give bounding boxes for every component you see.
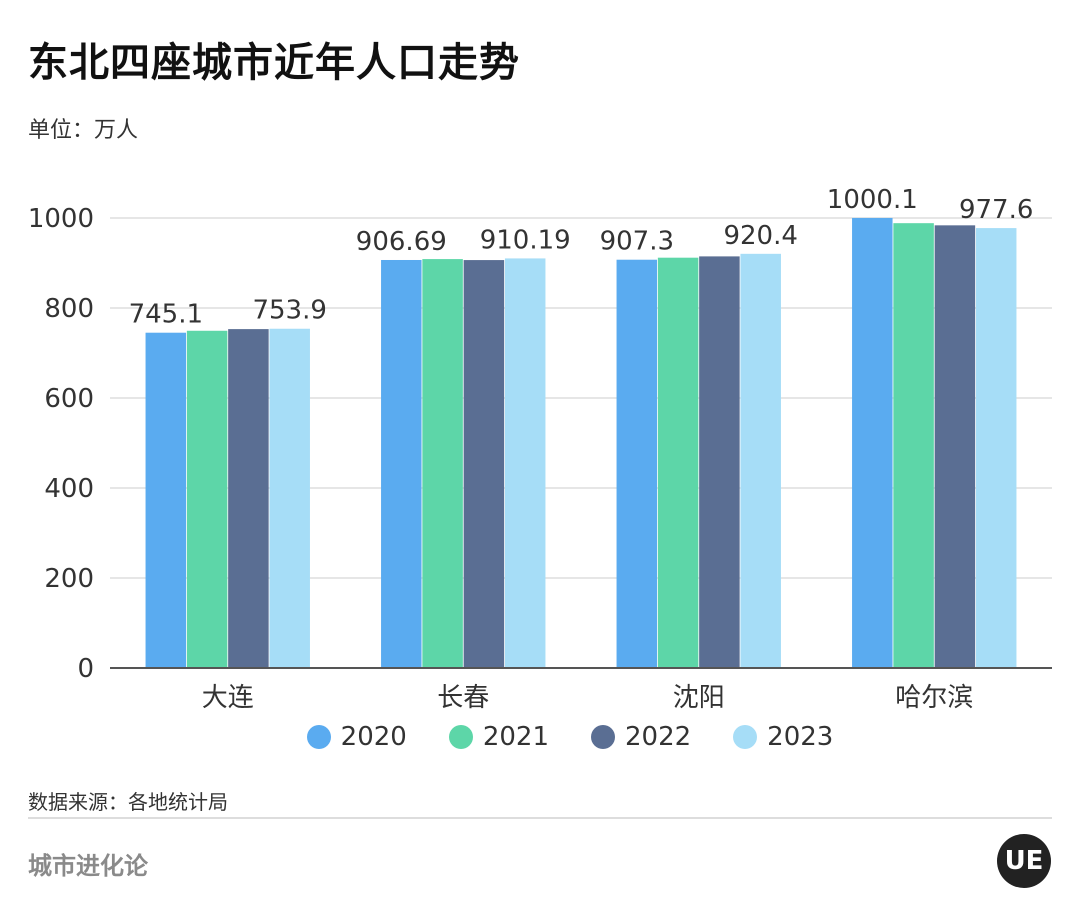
data-label: 910.19 — [480, 225, 571, 255]
chart-title: 东北四座城市近年人口走势 — [28, 40, 520, 86]
bar — [504, 258, 546, 668]
bar — [975, 228, 1017, 668]
y-tick-label: 1000 — [28, 204, 94, 234]
legend-swatch — [591, 725, 615, 749]
unit-label: 单位：万人 — [28, 118, 139, 143]
bar — [228, 329, 269, 668]
y-tick-label: 600 — [44, 384, 94, 414]
legend-label: 2020 — [340, 722, 407, 752]
legend-item: 2020 — [306, 722, 407, 752]
brand-name: 城市进化论 — [28, 852, 148, 880]
bar — [657, 257, 699, 668]
x-tick-label: 大连 — [202, 683, 254, 713]
y-tick-label: 200 — [44, 564, 94, 594]
bar — [852, 217, 893, 668]
brand-logo-icon: UE — [997, 834, 1051, 888]
data-source: 数据来源：各地统计局 — [28, 790, 228, 814]
bar — [934, 225, 976, 668]
y-tick-label: 0 — [77, 654, 94, 684]
bar — [381, 259, 422, 668]
legend: 2020 2021 2022 2023 — [0, 722, 1080, 752]
y-tick-label: 400 — [44, 474, 94, 504]
data-label: 745.1 — [129, 300, 203, 330]
legend-label: 2021 — [482, 722, 549, 752]
bar — [893, 223, 934, 669]
bar — [422, 259, 463, 668]
bar — [616, 259, 658, 668]
legend-label: 2022 — [625, 722, 692, 752]
data-label: 906.69 — [356, 227, 447, 257]
legend-label: 2023 — [767, 722, 834, 752]
bar — [186, 330, 228, 668]
y-tick-label: 800 — [44, 294, 94, 324]
x-tick-label: 长春 — [437, 683, 489, 713]
legend-item: 2021 — [448, 722, 549, 752]
legend-item: 2023 — [733, 722, 833, 752]
legend-swatch — [733, 725, 758, 749]
data-label: 1000.1 — [827, 185, 918, 215]
bar — [269, 328, 310, 668]
bar — [699, 256, 740, 668]
x-tick-label: 哈尔滨 — [895, 683, 973, 713]
legend-item: 2022 — [591, 722, 691, 752]
x-tick-label: 沈阳 — [673, 683, 725, 713]
data-label: 753.9 — [252, 296, 326, 326]
data-label: 920.4 — [723, 221, 797, 251]
bar — [740, 253, 781, 668]
footer-divider — [28, 817, 1052, 819]
bar — [463, 260, 505, 668]
legend-swatch — [306, 725, 331, 749]
bar — [145, 332, 187, 668]
legend-swatch — [448, 725, 473, 749]
data-label: 977.6 — [959, 195, 1033, 225]
data-label: 907.3 — [600, 227, 674, 257]
